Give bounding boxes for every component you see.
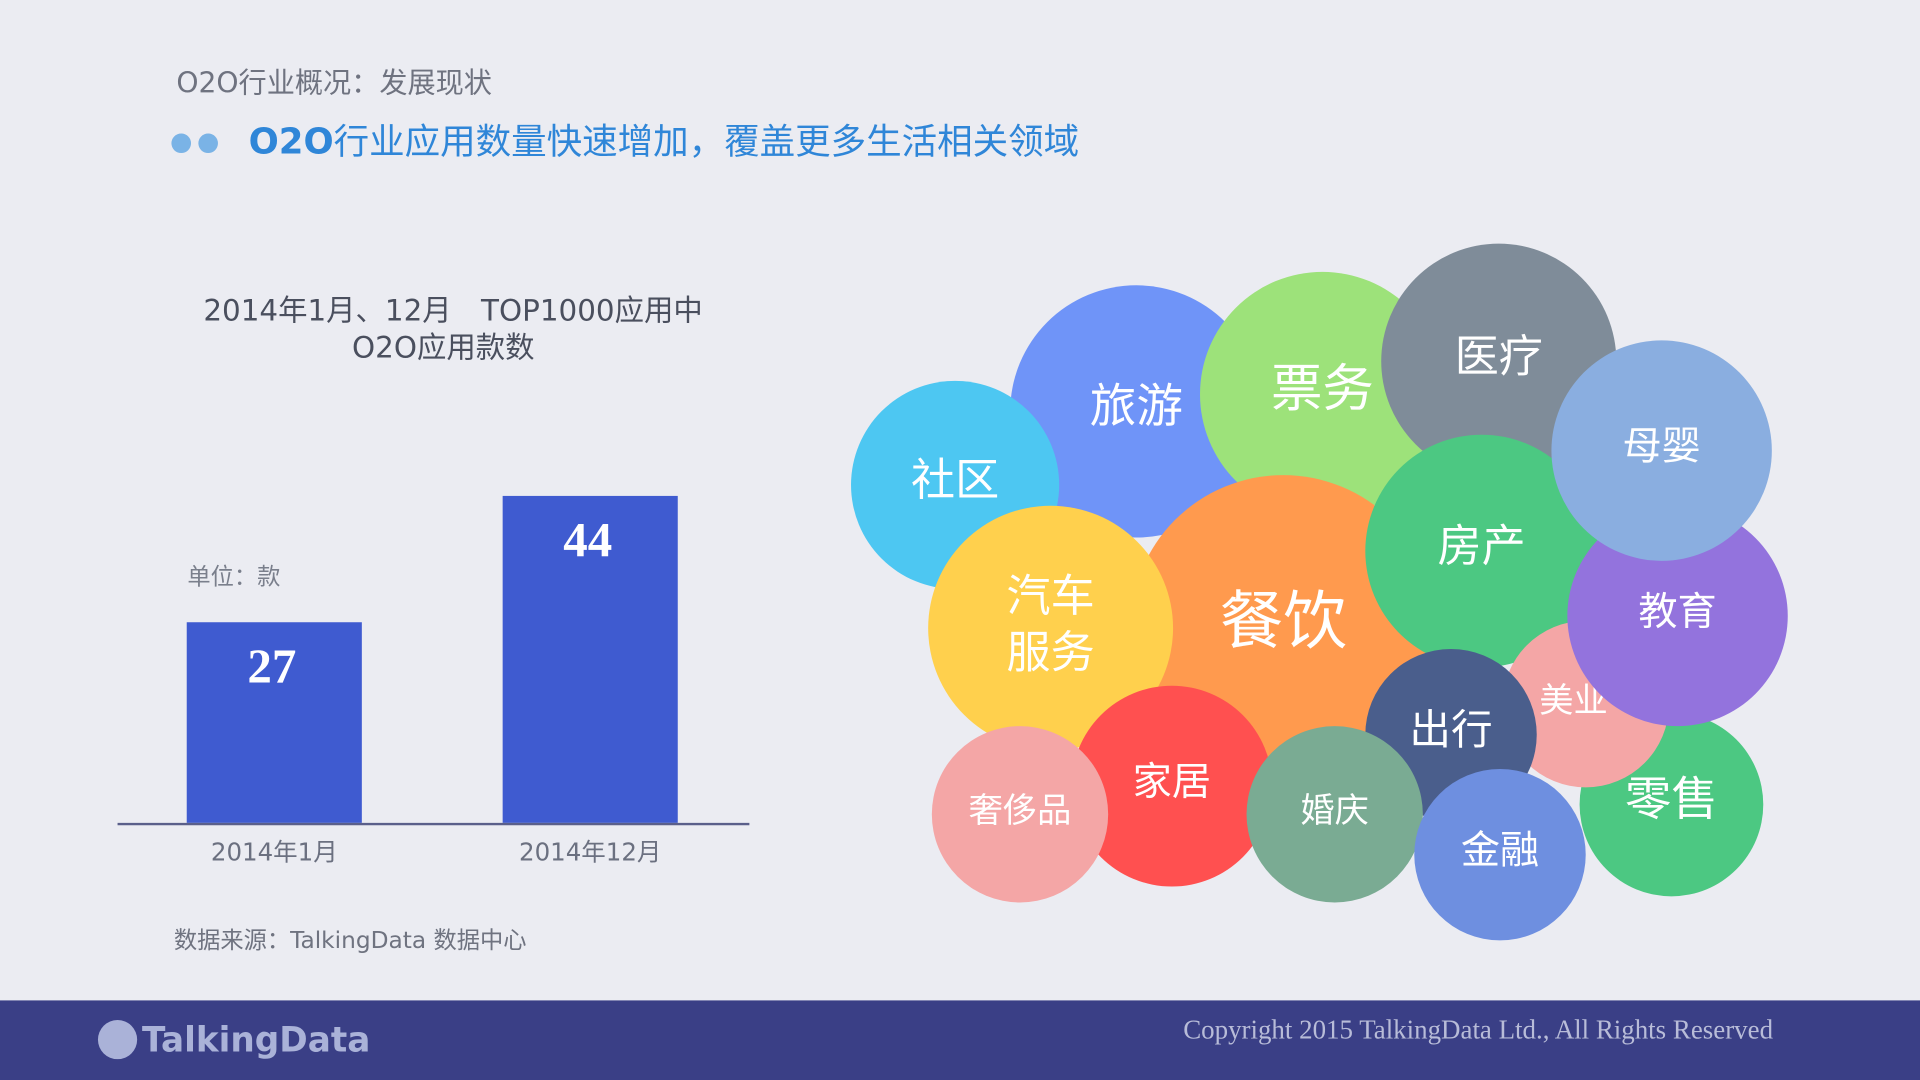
bubble-label: 金融 bbox=[1461, 830, 1539, 873]
bubble bbox=[1010, 285, 1263, 538]
unit-label: 单位：款 bbox=[187, 563, 280, 590]
bar-chart: 27 2014年1月 44 2014年12月 bbox=[186, 495, 678, 866]
bubble-label: 奢侈品 bbox=[969, 792, 1072, 830]
bar bbox=[186, 622, 362, 823]
bubble-label: 教育 bbox=[1638, 591, 1716, 634]
bar bbox=[502, 495, 678, 823]
bubble-label: 母婴 bbox=[1622, 426, 1700, 469]
bubble bbox=[928, 505, 1174, 751]
bubble-label: 房产 bbox=[1438, 522, 1526, 571]
value-label: 44 bbox=[563, 512, 612, 567]
source: 数据来源：TalkingData 数据中心 bbox=[174, 927, 527, 954]
bubble bbox=[1200, 271, 1445, 517]
logo-icon bbox=[97, 1020, 138, 1060]
bubble bbox=[1414, 768, 1586, 941]
bullet bbox=[171, 133, 192, 154]
bubble-label: 出行 bbox=[1409, 708, 1492, 754]
bubble-label: 医疗 bbox=[1455, 332, 1543, 381]
bubble-label-line: 汽车 bbox=[1007, 572, 1095, 621]
bubble bbox=[1246, 726, 1423, 903]
bubble bbox=[931, 726, 1109, 903]
bubble-label: 家居 bbox=[1133, 761, 1211, 804]
chart-title: 2014年1月、12月 TOP1000应用中 bbox=[203, 294, 702, 328]
headline: O2O行业应用数量快速增加，覆盖更多生活相关领域 bbox=[249, 121, 1080, 162]
chart-subtitle: O2O应用款数 bbox=[352, 330, 534, 364]
headline-highlight: O2O bbox=[249, 121, 334, 162]
bubble bbox=[1365, 434, 1598, 668]
x-tick-label: 2014年1月 bbox=[211, 837, 338, 866]
bubble-label: 餐饮 bbox=[1220, 586, 1347, 657]
bubble bbox=[1567, 505, 1788, 727]
bubble bbox=[1551, 340, 1772, 561]
section-title: O2O行业概况：发展现状 bbox=[176, 66, 492, 99]
bubble-label: 社区 bbox=[911, 456, 999, 505]
bubble-label: 汽车服务 bbox=[1007, 572, 1095, 677]
bubble-label: 票务 bbox=[1271, 361, 1374, 418]
x-tick-label: 2014年12月 bbox=[519, 837, 661, 866]
value-label: 27 bbox=[247, 638, 296, 693]
bubble-label: 旅游 bbox=[1090, 382, 1183, 433]
bubble bbox=[1071, 685, 1273, 887]
copyright: Copyright 2015 TalkingData Ltd., All Rig… bbox=[1183, 1014, 1773, 1044]
footer-bar bbox=[0, 1000, 1920, 1080]
bubble-label: 婚庆 bbox=[1300, 792, 1369, 830]
logo-text: TalkingData bbox=[142, 1021, 370, 1061]
bubble-label: 零售 bbox=[1625, 775, 1718, 826]
bullet bbox=[198, 133, 218, 154]
headline-text: 行业应用数量快速增加，覆盖更多生活相关领域 bbox=[334, 121, 1080, 162]
bubble-label-line: 服务 bbox=[1007, 629, 1095, 678]
